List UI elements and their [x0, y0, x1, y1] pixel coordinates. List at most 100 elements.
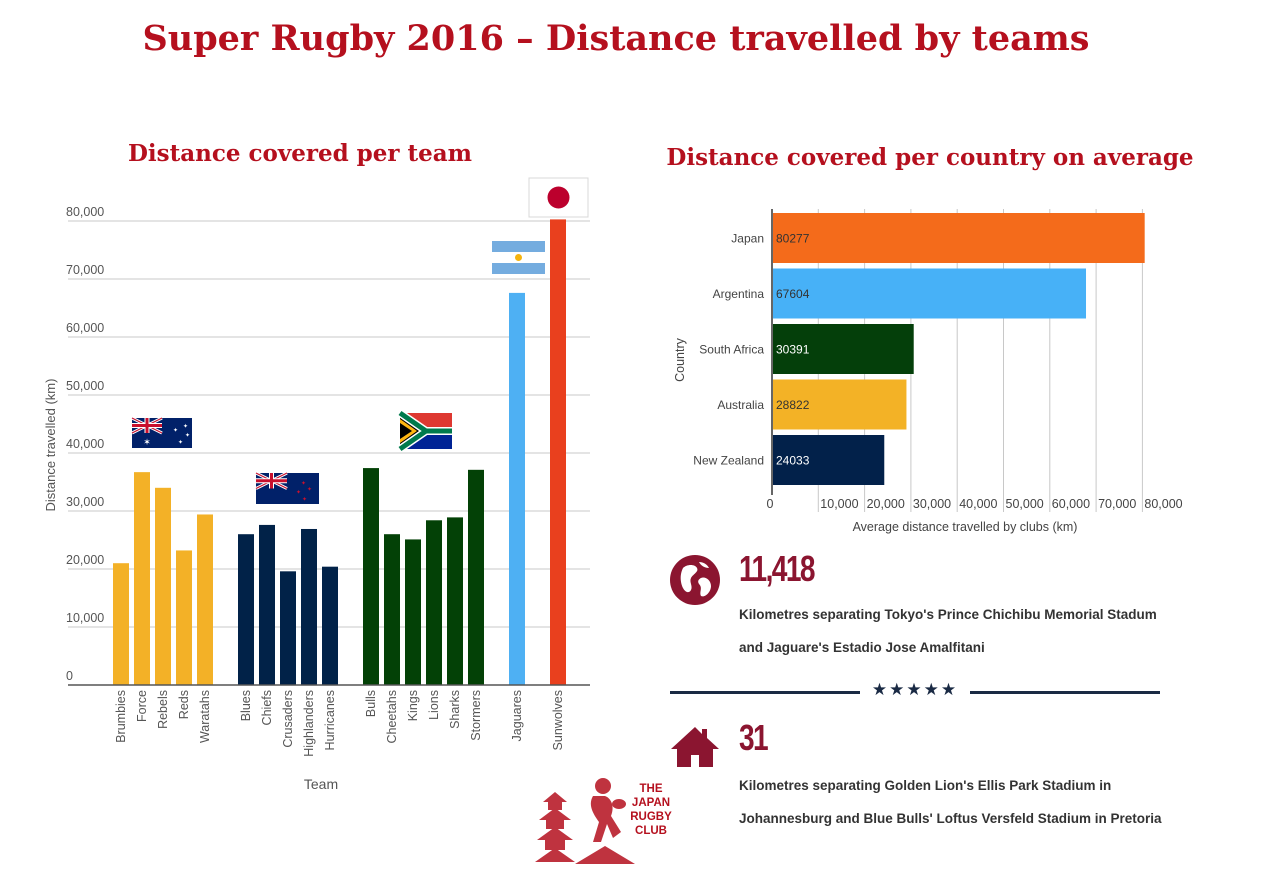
team-chart-y-label: Distance travelled (km)	[43, 379, 58, 512]
x-tick-label: 20,000	[867, 497, 905, 511]
y-tick-label: South Africa	[699, 343, 764, 357]
bar-force	[134, 472, 150, 685]
team-chart-title: Distance covered per team	[127, 140, 473, 167]
stat-text-1-line-1: Kilometres separating Tokyo's Prince Chi…	[739, 607, 1157, 622]
stat-text-2: Kilometres separating Golden Lion's Elli…	[739, 769, 1162, 835]
svg-text:✶: ✶	[143, 437, 151, 447]
svg-text:✦: ✦	[185, 432, 190, 439]
country-chart-bars: 80277 67604 30391 28822 24033	[773, 213, 1145, 485]
south-africa-flag-icon	[397, 409, 452, 453]
stat-text-1-line-2: and Jaguare's Estadio Jose Amalfitani	[739, 640, 985, 655]
country-chart-x-ticks: 0 10,000 20,000 30,000 40,000 50,000 60,000 70,…	[767, 497, 1183, 511]
country-chart-title: Distance covered per country on average	[666, 144, 1194, 171]
bar-chiefs	[259, 524, 275, 685]
svg-text:✦: ✦	[302, 496, 307, 503]
svg-text:✦: ✦	[296, 489, 301, 496]
stat-number-2: 31	[739, 717, 769, 758]
y-tick-label: 50,000	[66, 379, 104, 393]
country-chart-y-label: Country	[673, 337, 687, 382]
country-chart-y-ticks: Japan Argentina South Africa Australia New Z…	[693, 232, 764, 468]
bar-crusaders	[280, 571, 296, 685]
x-tick-label: Sharks	[448, 690, 462, 729]
team-chart-bars	[113, 219, 566, 685]
y-tick-label: Argentina	[713, 287, 765, 301]
team-chart-x-label: Team	[304, 776, 338, 792]
x-tick-label: Rebels	[156, 690, 170, 729]
y-tick-label: 70,000	[66, 263, 104, 277]
y-tick-label: 80,000	[66, 205, 104, 219]
bar-brumbies	[113, 563, 129, 685]
y-tick-label: Japan	[731, 232, 764, 246]
y-tick-label: 40,000	[66, 437, 104, 451]
page-title: Super Rugby 2016 – Distance travelled by…	[142, 18, 1090, 59]
logo-line-1: THE	[639, 783, 663, 795]
x-tick-label: Highlanders	[302, 690, 316, 757]
x-tick-label: Chiefs	[260, 690, 274, 725]
japan-rugby-club-logo: THE JAPAN RUGBY CLUB	[535, 776, 675, 864]
bar-value-label: 24033	[776, 454, 810, 468]
x-tick-label: Crusaders	[281, 690, 295, 748]
bar-lions	[426, 520, 442, 685]
svg-text:✦: ✦	[307, 486, 312, 493]
bar-waratahs	[197, 514, 213, 685]
svg-text:✦: ✦	[178, 439, 183, 446]
y-tick-label: 10,000	[66, 611, 104, 625]
country-chart-x-label: Average distance travelled by clubs (km)	[853, 520, 1078, 534]
x-tick-label: Stormers	[469, 690, 483, 741]
x-tick-label: Jaguares	[510, 690, 524, 741]
x-tick-label: Reds	[177, 690, 191, 719]
argentina-flag-icon	[492, 241, 545, 274]
y-tick-label: 60,000	[66, 321, 104, 335]
logo-line-4: CLUB	[635, 825, 667, 837]
x-tick-label: 50,000	[1006, 497, 1044, 511]
bar-bulls	[363, 468, 379, 685]
x-tick-label: Kings	[406, 690, 420, 721]
x-tick-label: 60,000	[1052, 497, 1090, 511]
globe-icon	[669, 554, 721, 606]
team-distance-chart: 0 10,000 20,000 30,000 40,000 50,000 60,000 70,…	[43, 177, 590, 792]
logo-line-3: RUGBY	[630, 811, 672, 823]
x-tick-label: 70,000	[1098, 497, 1136, 511]
x-tick-label: Bulls	[364, 690, 378, 717]
x-tick-label: Sunwolves	[551, 690, 565, 750]
bar-kings	[405, 539, 421, 685]
team-chart-y-ticks: 0 10,000 20,000 30,000 40,000 50,000 60,000 70,…	[66, 205, 104, 683]
bar-jaguares	[509, 292, 525, 685]
y-tick-label: New Zealand	[693, 454, 764, 468]
stat-text-2-line-1: Kilometres separating Golden Lion's Elli…	[739, 778, 1112, 793]
x-tick-label: Brumbies	[114, 690, 128, 743]
stat-text-2-line-2: Johannesburg and Blue Bulls' Loftus Vers…	[739, 811, 1162, 826]
x-tick-label: 10,000	[820, 497, 858, 511]
bar-value-label: 28822	[776, 398, 810, 412]
divider-stars: ★★★★★	[871, 680, 959, 700]
x-tick-label: 30,000	[913, 497, 951, 511]
bar-argentina	[773, 268, 1087, 319]
x-tick-label: Blues	[239, 690, 253, 721]
x-tick-label: 40,000	[959, 497, 997, 511]
bar-reds	[176, 550, 192, 685]
bar-value-label: 30391	[776, 343, 810, 357]
bar-cheetahs	[384, 534, 400, 685]
bar-japan	[773, 213, 1145, 263]
x-tick-label: Cheetahs	[385, 690, 399, 744]
x-tick-label: Lions	[427, 690, 441, 720]
bar-australia	[773, 379, 907, 430]
bar-sharks	[447, 517, 463, 685]
y-tick-label: 30,000	[66, 495, 104, 509]
japan-flag-icon	[528, 177, 589, 218]
y-tick-label: 20,000	[66, 553, 104, 567]
svg-text:✦: ✦	[183, 423, 188, 430]
divider	[670, 691, 1160, 694]
x-tick-label: 0	[767, 497, 774, 511]
bar-value-label: 80277	[776, 232, 810, 246]
x-tick-label: Hurricanes	[323, 690, 337, 750]
y-tick-label: 0	[66, 669, 73, 683]
svg-text:✦: ✦	[301, 480, 306, 487]
stat-number-1: 11,418	[739, 548, 816, 589]
bar-south-africa	[773, 324, 914, 374]
bar-hurricanes	[322, 566, 338, 685]
x-tick-label: Waratahs	[198, 690, 212, 743]
x-tick-label: 80,000	[1144, 497, 1182, 511]
house-icon	[669, 725, 721, 769]
